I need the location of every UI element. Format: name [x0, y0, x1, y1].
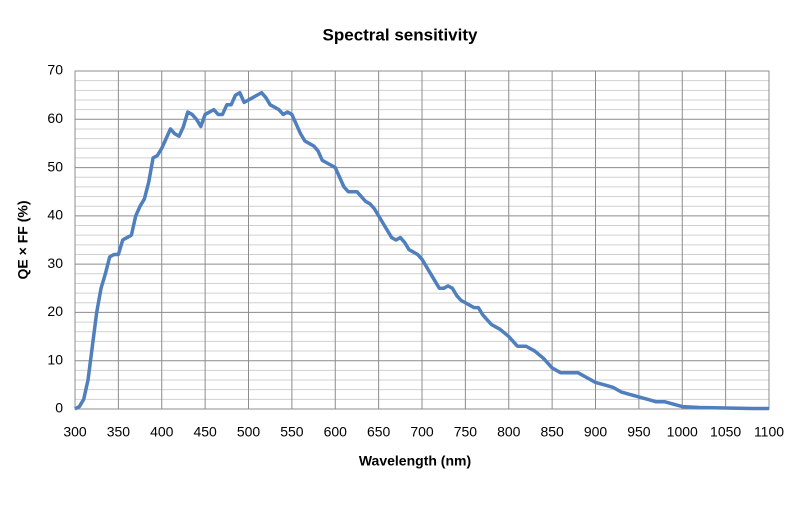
chart-title: Spectral sensitivity [323, 25, 479, 44]
y-tick-label: 50 [47, 158, 63, 174]
y-tick-label: 60 [47, 110, 63, 126]
y-tick-label: 70 [47, 62, 63, 78]
x-tick-label: 950 [627, 424, 651, 440]
y-tick-label: 10 [47, 351, 63, 367]
x-tick-label: 800 [497, 424, 521, 440]
x-tick-label: 900 [584, 424, 608, 440]
x-tick-label: 1050 [710, 424, 741, 440]
x-axis-label: Wavelength (nm) [359, 453, 471, 469]
data-line [74, 90, 769, 411]
y-tick-label: 40 [47, 207, 63, 223]
x-tick-label: 850 [540, 424, 564, 440]
x-tick-label: 750 [454, 424, 478, 440]
x-tick-label: 650 [367, 424, 391, 440]
y-tick-label: 20 [47, 303, 63, 319]
y-tick-label: 0 [55, 400, 63, 416]
y-tick-label: 30 [47, 255, 63, 271]
x-tick-label: 400 [150, 424, 174, 440]
x-tick-label: 700 [410, 424, 434, 440]
x-tick-label: 600 [324, 424, 348, 440]
x-tick-label: 1000 [667, 424, 698, 440]
plot-border [74, 70, 770, 410]
x-tick-label: 1100 [754, 424, 784, 440]
x-tick-label: 500 [237, 424, 261, 440]
x-tick-label: 350 [107, 424, 131, 440]
x-tick-label: 450 [193, 424, 217, 440]
x-tick-label: 300 [63, 424, 87, 440]
y-axis-label: QE × FF (%) [15, 201, 31, 280]
x-tick-label: 550 [280, 424, 304, 440]
